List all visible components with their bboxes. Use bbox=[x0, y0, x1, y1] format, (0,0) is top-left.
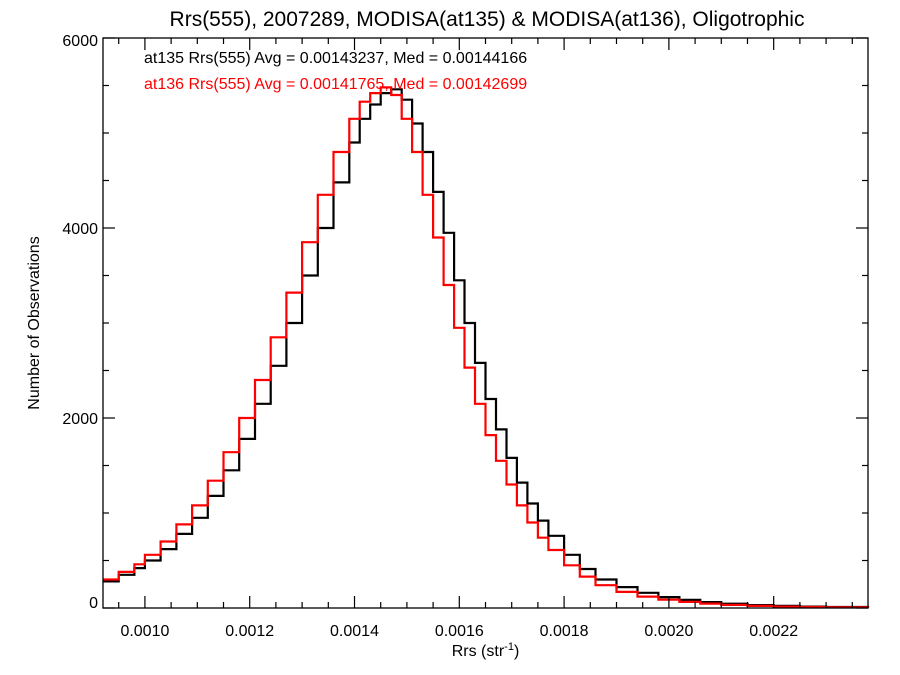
series-layer bbox=[103, 86, 870, 609]
legend: at135 Rrs(555) Avg = 0.00143237, Med = 0… bbox=[144, 50, 527, 93]
chart-title: Rrs(555), 2007289, MODISA(at135) & MODIS… bbox=[170, 8, 805, 31]
x-tick-label: 0.0018 bbox=[540, 623, 589, 640]
axes-frame bbox=[102, 37, 869, 609]
legend-entry-at136: at136 Rrs(555) Avg = 0.00141765, Med = 0… bbox=[144, 76, 527, 93]
x-axis-title-close: ) bbox=[514, 643, 519, 660]
x-axis-title-superscript: -1 bbox=[504, 641, 514, 653]
x-tick-labels: 0.0010 0.0012 0.0014 0.0016 0.0018 0.0020 0.00… bbox=[120, 623, 798, 640]
x-axis-title: Rrs (str-1) bbox=[452, 641, 520, 660]
legend-entry-at135: at135 Rrs(555) Avg = 0.00143237, Med = 0… bbox=[144, 50, 527, 67]
x-tick-label: 0.0012 bbox=[225, 623, 274, 640]
x-tick-label: 0.0014 bbox=[330, 623, 379, 640]
x-tick-label: 0.0010 bbox=[120, 623, 169, 640]
series-line-at135 bbox=[103, 88, 870, 609]
y-axis-title-group: Number of Observations bbox=[26, 236, 43, 409]
plot-frame bbox=[102, 37, 869, 609]
x-axis-title-main: Rrs (str bbox=[452, 643, 505, 660]
series-line-at136 bbox=[103, 86, 870, 609]
y-tick-label: 2000 bbox=[62, 411, 98, 428]
y-axis-title: Number of Observations bbox=[26, 236, 43, 409]
x-tick-label: 0.0020 bbox=[644, 623, 693, 640]
x-tick-label: 0.0022 bbox=[749, 623, 798, 640]
y-tick-label: 6000 bbox=[62, 33, 98, 50]
y-tick-labels: 0 2000 4000 6000 bbox=[62, 33, 98, 612]
x-tick-label: 0.0016 bbox=[435, 623, 484, 640]
y-tick-label: 0 bbox=[89, 595, 98, 612]
y-tick-label: 4000 bbox=[62, 221, 98, 238]
